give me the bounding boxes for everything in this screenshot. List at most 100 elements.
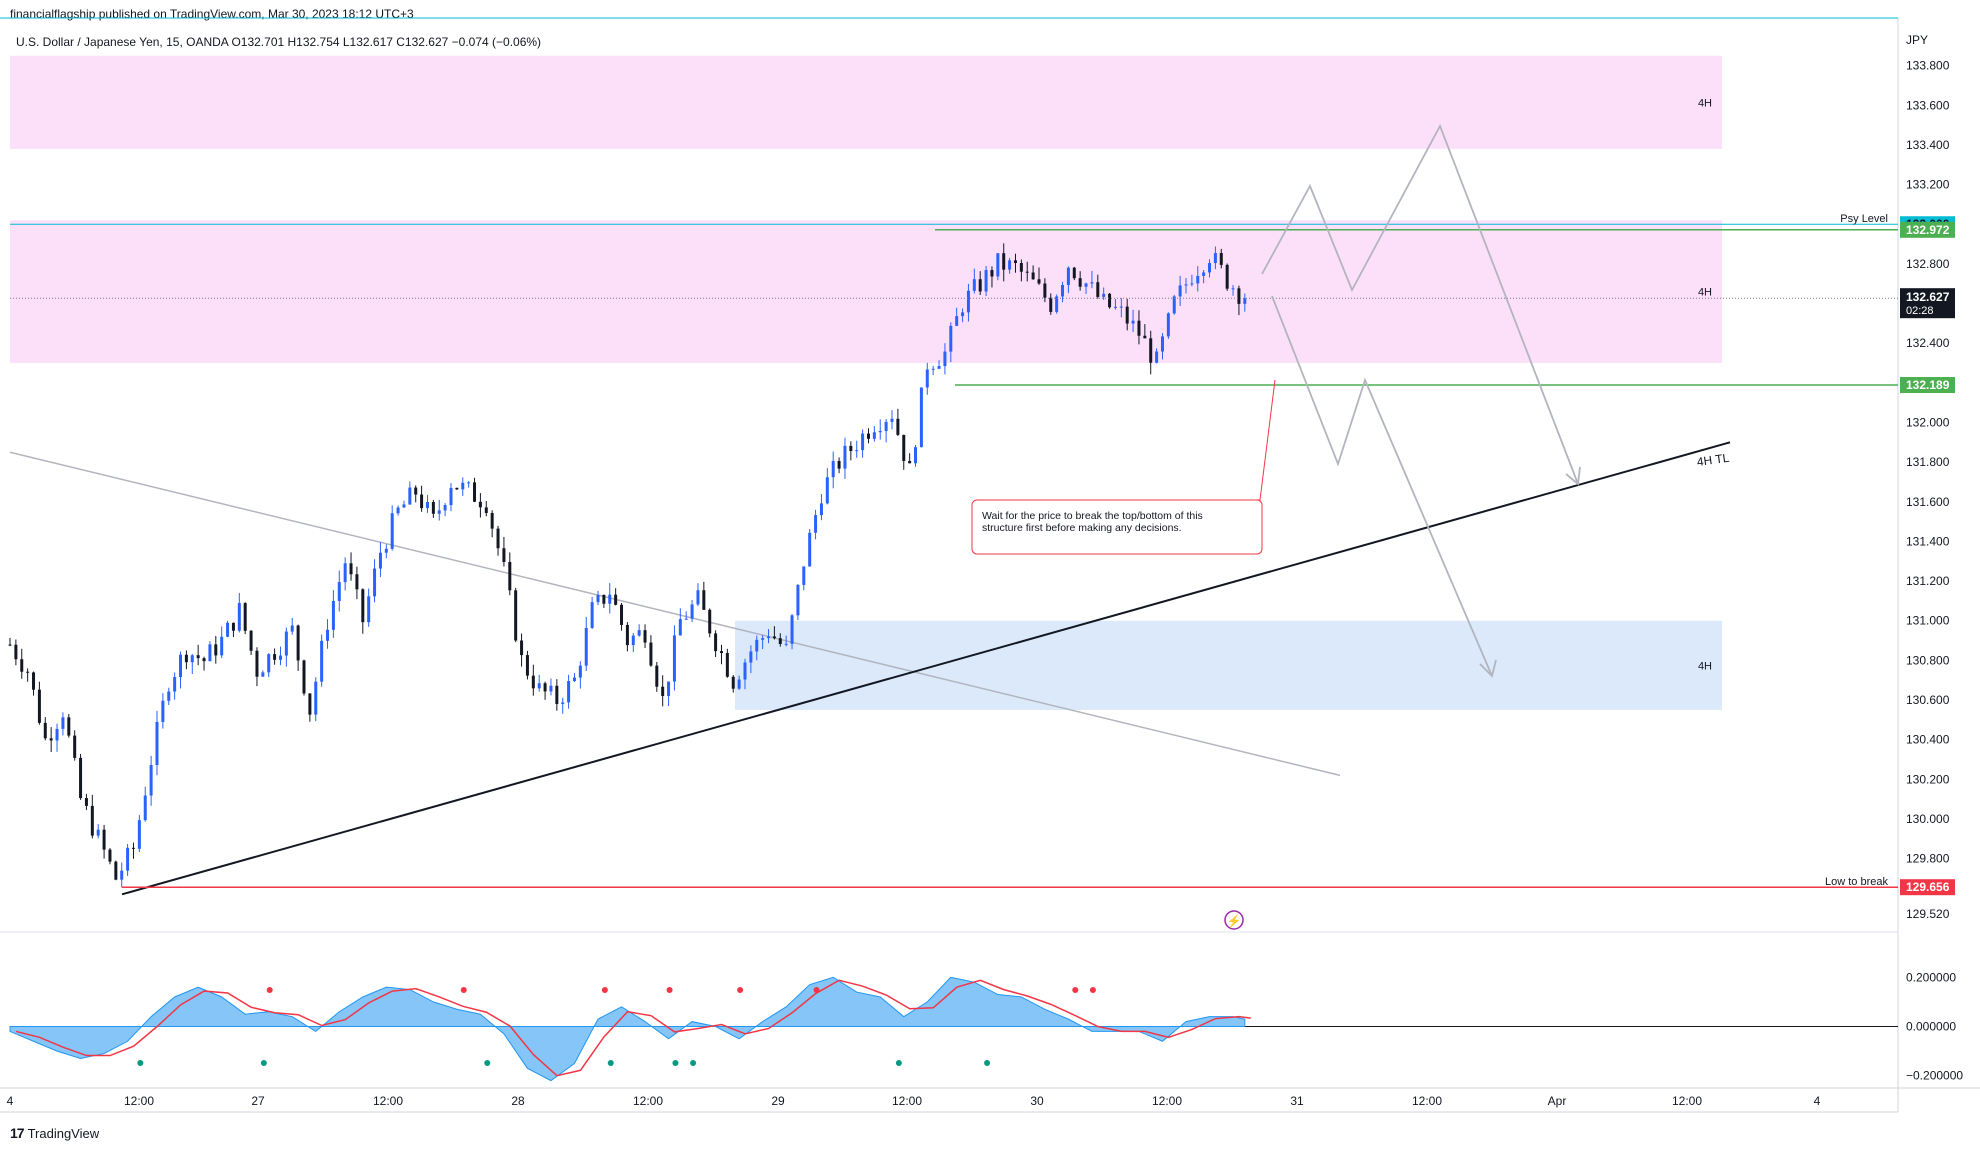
candle-body (525, 655, 529, 676)
candle-body (220, 636, 224, 656)
macd-bear-dot (266, 987, 273, 993)
candle-body (226, 622, 230, 637)
candle-body (902, 434, 906, 461)
candle-body (702, 590, 706, 610)
candle-body (326, 629, 330, 641)
candle-body (361, 589, 365, 623)
candle-body (20, 659, 24, 672)
macd-bull-dot (895, 1060, 902, 1066)
ascending-trendline (121, 441, 1731, 896)
zone-rect (10, 220, 1722, 364)
candle-body (255, 650, 259, 677)
candle-body (584, 627, 588, 666)
candle-body (919, 387, 923, 448)
tradingview-logo[interactable]: 17 TradingView (10, 1125, 99, 1141)
candle-body (320, 640, 324, 682)
price-series (8, 243, 1247, 888)
price-axis[interactable]: JPY 133.800 133.600 133.400 133.200 132.800 13… (1900, 33, 1963, 1083)
candle-body (996, 253, 1000, 277)
candle-body (1125, 306, 1129, 324)
candle-body (502, 548, 506, 562)
price-tick: 129.800 (1906, 852, 1950, 866)
candle-body (802, 566, 806, 585)
candle-body (837, 460, 841, 469)
candle-body (102, 829, 106, 850)
candle-body (1166, 313, 1170, 337)
price-tick: 129.520 (1906, 907, 1950, 921)
candle-body (367, 596, 371, 623)
candle-body (955, 316, 959, 326)
current-price-tag-bg (1900, 288, 1955, 319)
candle-body (1231, 288, 1235, 290)
candle-body (373, 568, 377, 597)
candle-body (290, 625, 294, 632)
candle-body (1055, 296, 1059, 312)
macd-bull-dot (984, 1060, 991, 1066)
candle-body (561, 702, 565, 704)
candle-body (1049, 297, 1053, 312)
candle-body (32, 672, 36, 690)
candle-body (790, 615, 794, 644)
candle-body (1155, 351, 1159, 363)
note-callout[interactable]: Wait for the price to break the top/bott… (971, 499, 1263, 930)
candle-body (1149, 338, 1153, 363)
candle-body (1143, 335, 1147, 339)
candle-body (490, 513, 494, 529)
candle-body (578, 665, 582, 678)
time-tick: 12:00 (1672, 1094, 1702, 1108)
bullish-projection-path (1261, 123, 1579, 485)
candle-body (396, 507, 400, 514)
macd-bull-dot (672, 1060, 679, 1066)
candle-body (261, 672, 265, 677)
candle-body (543, 683, 547, 692)
zone-label: 4H (1698, 660, 1712, 672)
price-tick: 131.000 (1906, 614, 1950, 628)
time-tick: 27 (251, 1094, 265, 1108)
candle-body (808, 532, 812, 567)
candle-body (478, 501, 482, 508)
candle-body (273, 654, 277, 660)
time-axis[interactable]: 4 12:00 27 12:00 28 12:00 29 12:00 30 12:00 31 12:0… (7, 1094, 1821, 1108)
time-tick: 28 (511, 1094, 525, 1108)
candle-body (343, 563, 347, 583)
arrow-head (1479, 659, 1497, 678)
time-tick: 30 (1030, 1094, 1044, 1108)
candle-body (37, 689, 41, 723)
candle-body (331, 600, 335, 630)
note-text-line: structure first before making any decisi… (982, 522, 1182, 534)
candle-body (79, 757, 83, 799)
candle-body (614, 594, 618, 605)
candle-body (819, 503, 823, 516)
descending-trendline (9, 451, 1341, 777)
candle-body (514, 590, 518, 641)
candle-body (825, 477, 829, 504)
candle-body (772, 636, 776, 639)
zone-rect (10, 55, 1722, 149)
candle-body (549, 685, 553, 692)
bottom-price-tag: 132.189 (1906, 378, 1950, 392)
zone-label: 4H (1698, 97, 1712, 109)
macd-bear-dot (666, 987, 673, 993)
time-tick: 12:00 (373, 1094, 403, 1108)
candle-body (831, 460, 835, 478)
candle-body (184, 654, 188, 663)
candle-body (531, 675, 535, 689)
tradingview-brand: TradingView (27, 1125, 100, 1141)
macd-signal-line (15, 979, 1251, 1077)
projection-arrows (1257, 123, 1581, 678)
price-tick: 131.800 (1906, 455, 1950, 469)
candle-body (731, 676, 735, 689)
candle-body (1190, 283, 1194, 285)
candle-body (1008, 260, 1012, 270)
candle-body (126, 847, 130, 871)
candle-body (596, 594, 600, 603)
candle-body (637, 630, 641, 636)
macd-bull-dot (137, 1060, 144, 1066)
candle-body (1025, 271, 1029, 273)
candle-body (1243, 298, 1247, 304)
candle-body (931, 368, 935, 370)
candle-body (890, 418, 894, 422)
top-price-tag: 132.972 (1906, 223, 1950, 237)
candle-body (625, 624, 629, 646)
